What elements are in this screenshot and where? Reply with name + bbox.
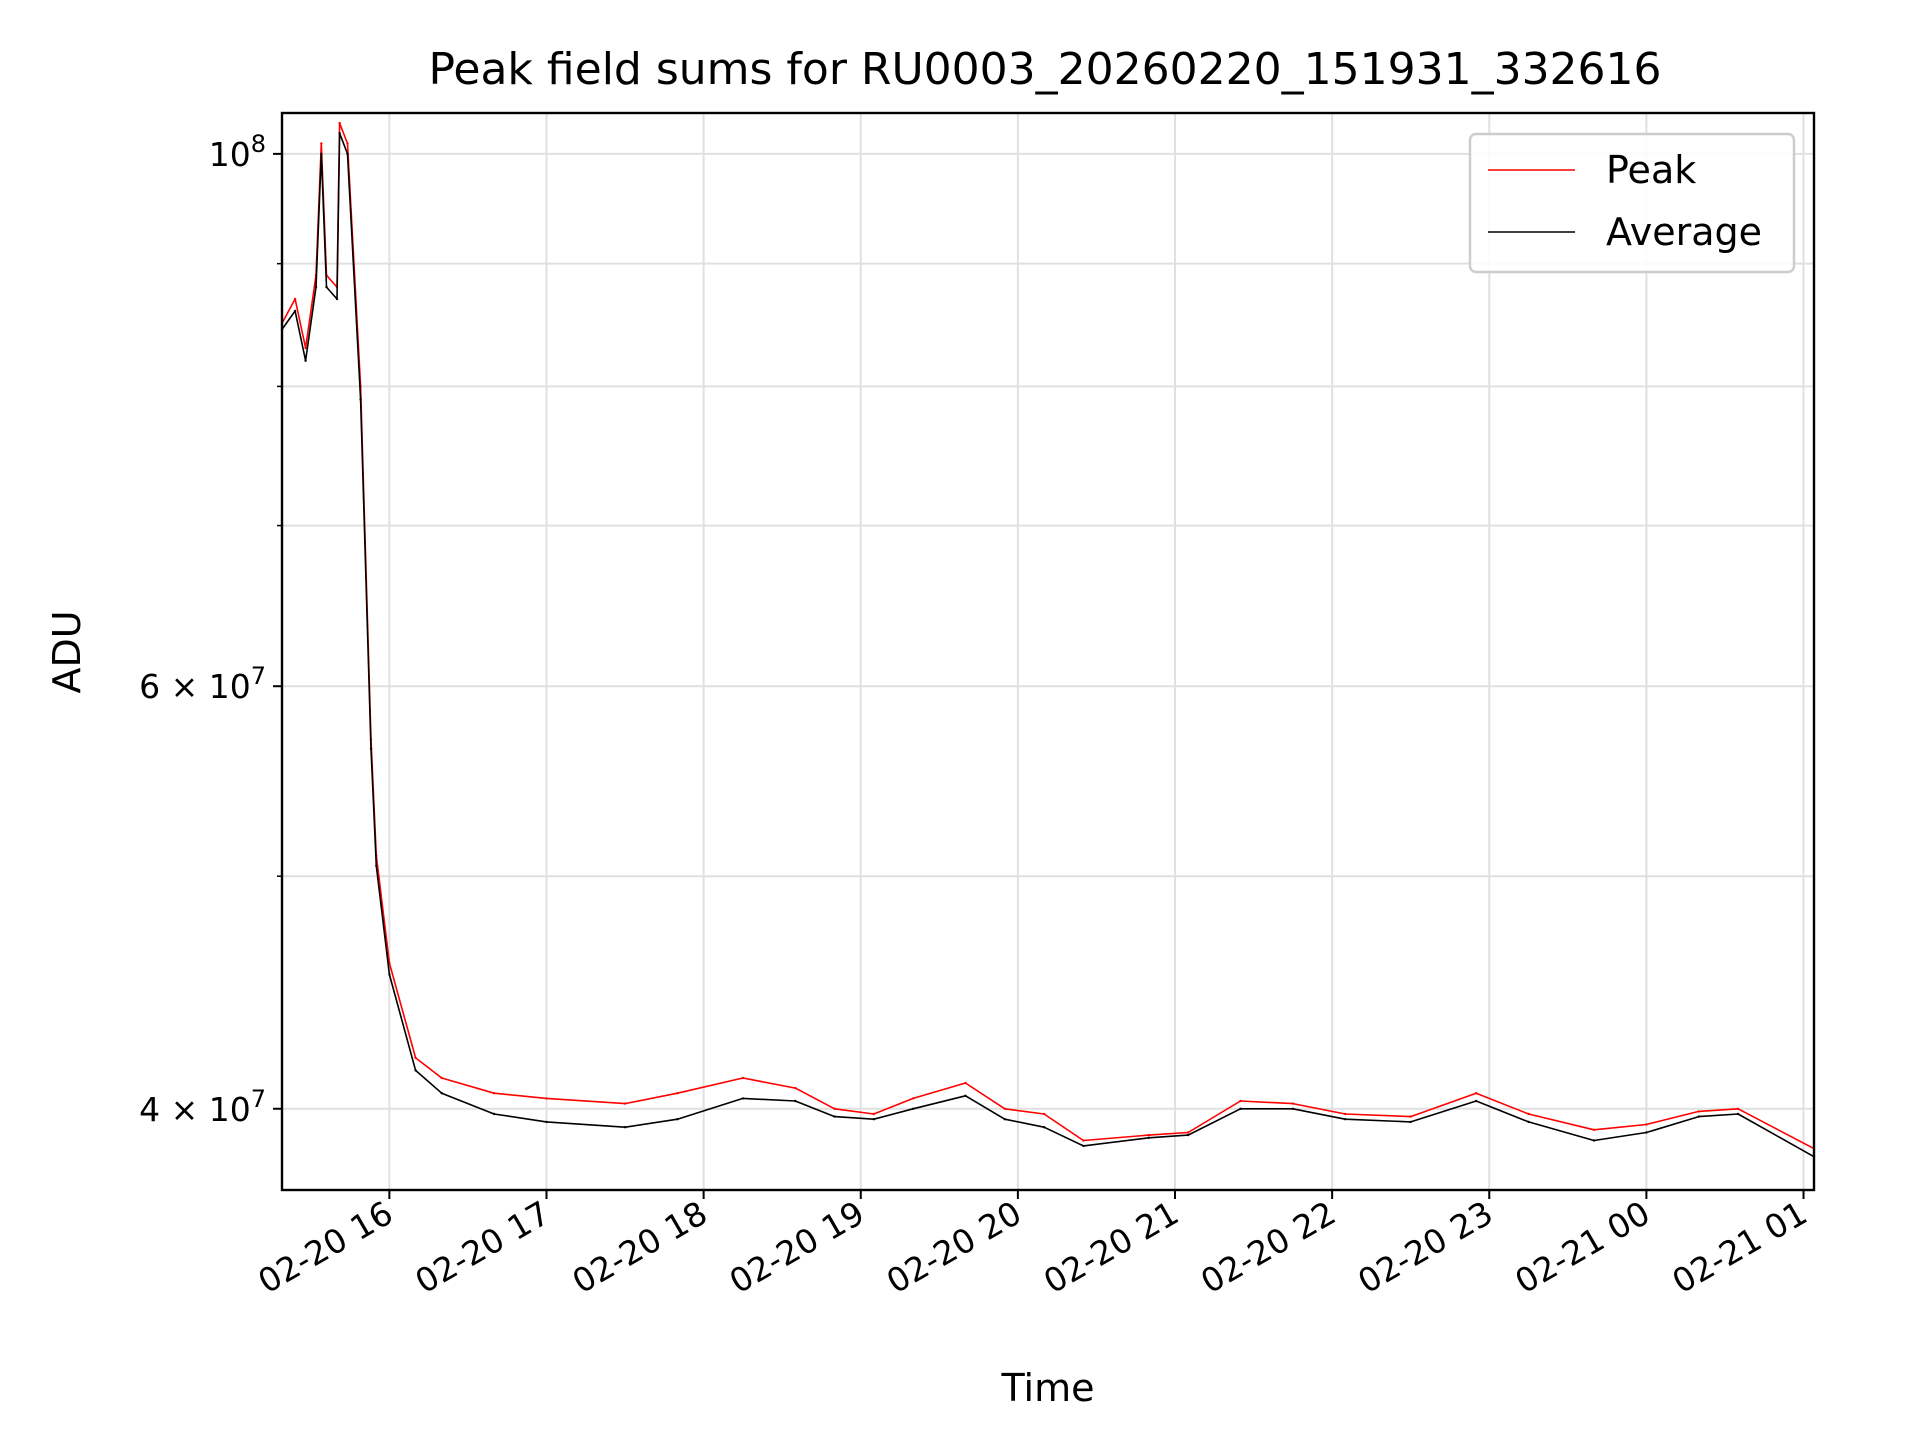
data-point-average — [1475, 1099, 1478, 1103]
series-layer — [280, 121, 1816, 1158]
data-point-peak — [1042, 1112, 1046, 1116]
data-point-average — [1239, 1107, 1242, 1111]
data-point-average — [1186, 1133, 1190, 1137]
x-axis-label: Time — [1001, 1366, 1095, 1410]
y-tick-label: 6 × 107 — [139, 662, 266, 706]
data-point-peak — [1475, 1092, 1478, 1095]
data-point-average — [1042, 1126, 1046, 1129]
data-point-average — [492, 1112, 496, 1116]
data-point-peak — [545, 1097, 548, 1100]
y-tick-label-base: 10 — [209, 135, 251, 174]
data-point-average — [346, 152, 349, 156]
data-point-peak — [1082, 1139, 1085, 1142]
data-point-average — [1527, 1120, 1530, 1124]
data-point-average — [304, 359, 307, 362]
y-tick-label-exponent: 8 — [251, 130, 266, 158]
data-point-average — [1003, 1118, 1006, 1121]
legend-box — [1468, 132, 1796, 274]
data-point-average — [440, 1092, 443, 1095]
data-point-peak — [676, 1092, 679, 1095]
data-point-average — [335, 297, 339, 301]
data-point-average — [623, 1126, 627, 1129]
data-point-average — [833, 1115, 836, 1118]
y-tick-label-base: 6 × 10 — [139, 667, 251, 706]
data-point-average — [1409, 1120, 1412, 1124]
data-point-average — [388, 973, 391, 976]
data-point-average — [1736, 1112, 1740, 1116]
y-tick-label: 4 × 107 — [139, 1085, 266, 1129]
data-point-peak — [440, 1076, 443, 1080]
data-point-peak — [414, 1056, 417, 1060]
data-point-peak — [833, 1107, 836, 1111]
y-tick-label-exponent: 7 — [251, 662, 266, 690]
data-point-average — [1082, 1144, 1085, 1148]
data-point-average — [676, 1118, 679, 1121]
data-point-peak — [623, 1102, 627, 1105]
chart-title: Peak field sums for RU0003_20260220_1519… — [428, 44, 1661, 95]
data-point-average — [325, 285, 328, 289]
data-point-peak — [964, 1081, 967, 1085]
data-point-peak — [1409, 1115, 1412, 1118]
data-point-peak — [1003, 1107, 1006, 1111]
data-point-peak — [1344, 1112, 1347, 1116]
data-point-average — [369, 747, 373, 750]
legend-label-peak: Peak — [1606, 148, 1696, 192]
data-point-peak — [1291, 1102, 1295, 1105]
data-point-peak — [911, 1097, 915, 1100]
y-tick-label-base: 4 × 10 — [139, 1090, 251, 1129]
data-point-average — [741, 1097, 745, 1100]
data-point-peak — [492, 1092, 496, 1095]
data-point-peak — [1147, 1133, 1151, 1137]
data-point-peak — [1239, 1099, 1242, 1103]
data-point-peak — [741, 1076, 745, 1080]
data-point-average — [1697, 1115, 1701, 1118]
data-point-average — [911, 1107, 915, 1111]
data-point-average — [359, 398, 362, 401]
data-point-average — [1147, 1136, 1151, 1140]
data-point-average — [794, 1099, 797, 1103]
data-point-average — [964, 1094, 967, 1098]
data-point-average — [545, 1120, 548, 1124]
data-point-peak — [304, 346, 307, 350]
data-point-average — [1645, 1131, 1648, 1134]
y-tick-label: 108 — [209, 130, 266, 174]
data-point-peak — [320, 142, 323, 145]
legend-label-average: Average — [1606, 210, 1762, 254]
plot-frame — [280, 111, 1816, 1192]
data-point-peak — [293, 297, 297, 301]
data-point-average — [1592, 1139, 1596, 1142]
data-point-peak — [1645, 1123, 1648, 1126]
data-point-average — [314, 285, 318, 289]
data-point-average — [1291, 1107, 1295, 1111]
data-point-peak — [1527, 1112, 1530, 1116]
data-point-average — [338, 132, 341, 135]
data-point-average — [375, 864, 378, 867]
data-point-peak — [1697, 1110, 1701, 1113]
y-axis-label: ADU — [45, 610, 89, 693]
legend: Peak Average — [1468, 132, 1796, 274]
data-point-peak — [338, 121, 341, 125]
data-point-average — [320, 152, 323, 156]
data-point-peak — [794, 1086, 797, 1090]
data-point-average — [293, 309, 297, 313]
data-point-average — [1344, 1118, 1347, 1121]
y-tick-label-exponent: 7 — [251, 1085, 266, 1113]
data-point-peak — [346, 142, 349, 145]
data-point-peak — [1592, 1128, 1596, 1132]
data-point-average — [414, 1069, 417, 1072]
data-point-average — [872, 1118, 875, 1121]
data-point-peak — [872, 1112, 875, 1116]
data-point-peak — [1186, 1131, 1190, 1134]
data-point-peak — [1736, 1107, 1740, 1111]
